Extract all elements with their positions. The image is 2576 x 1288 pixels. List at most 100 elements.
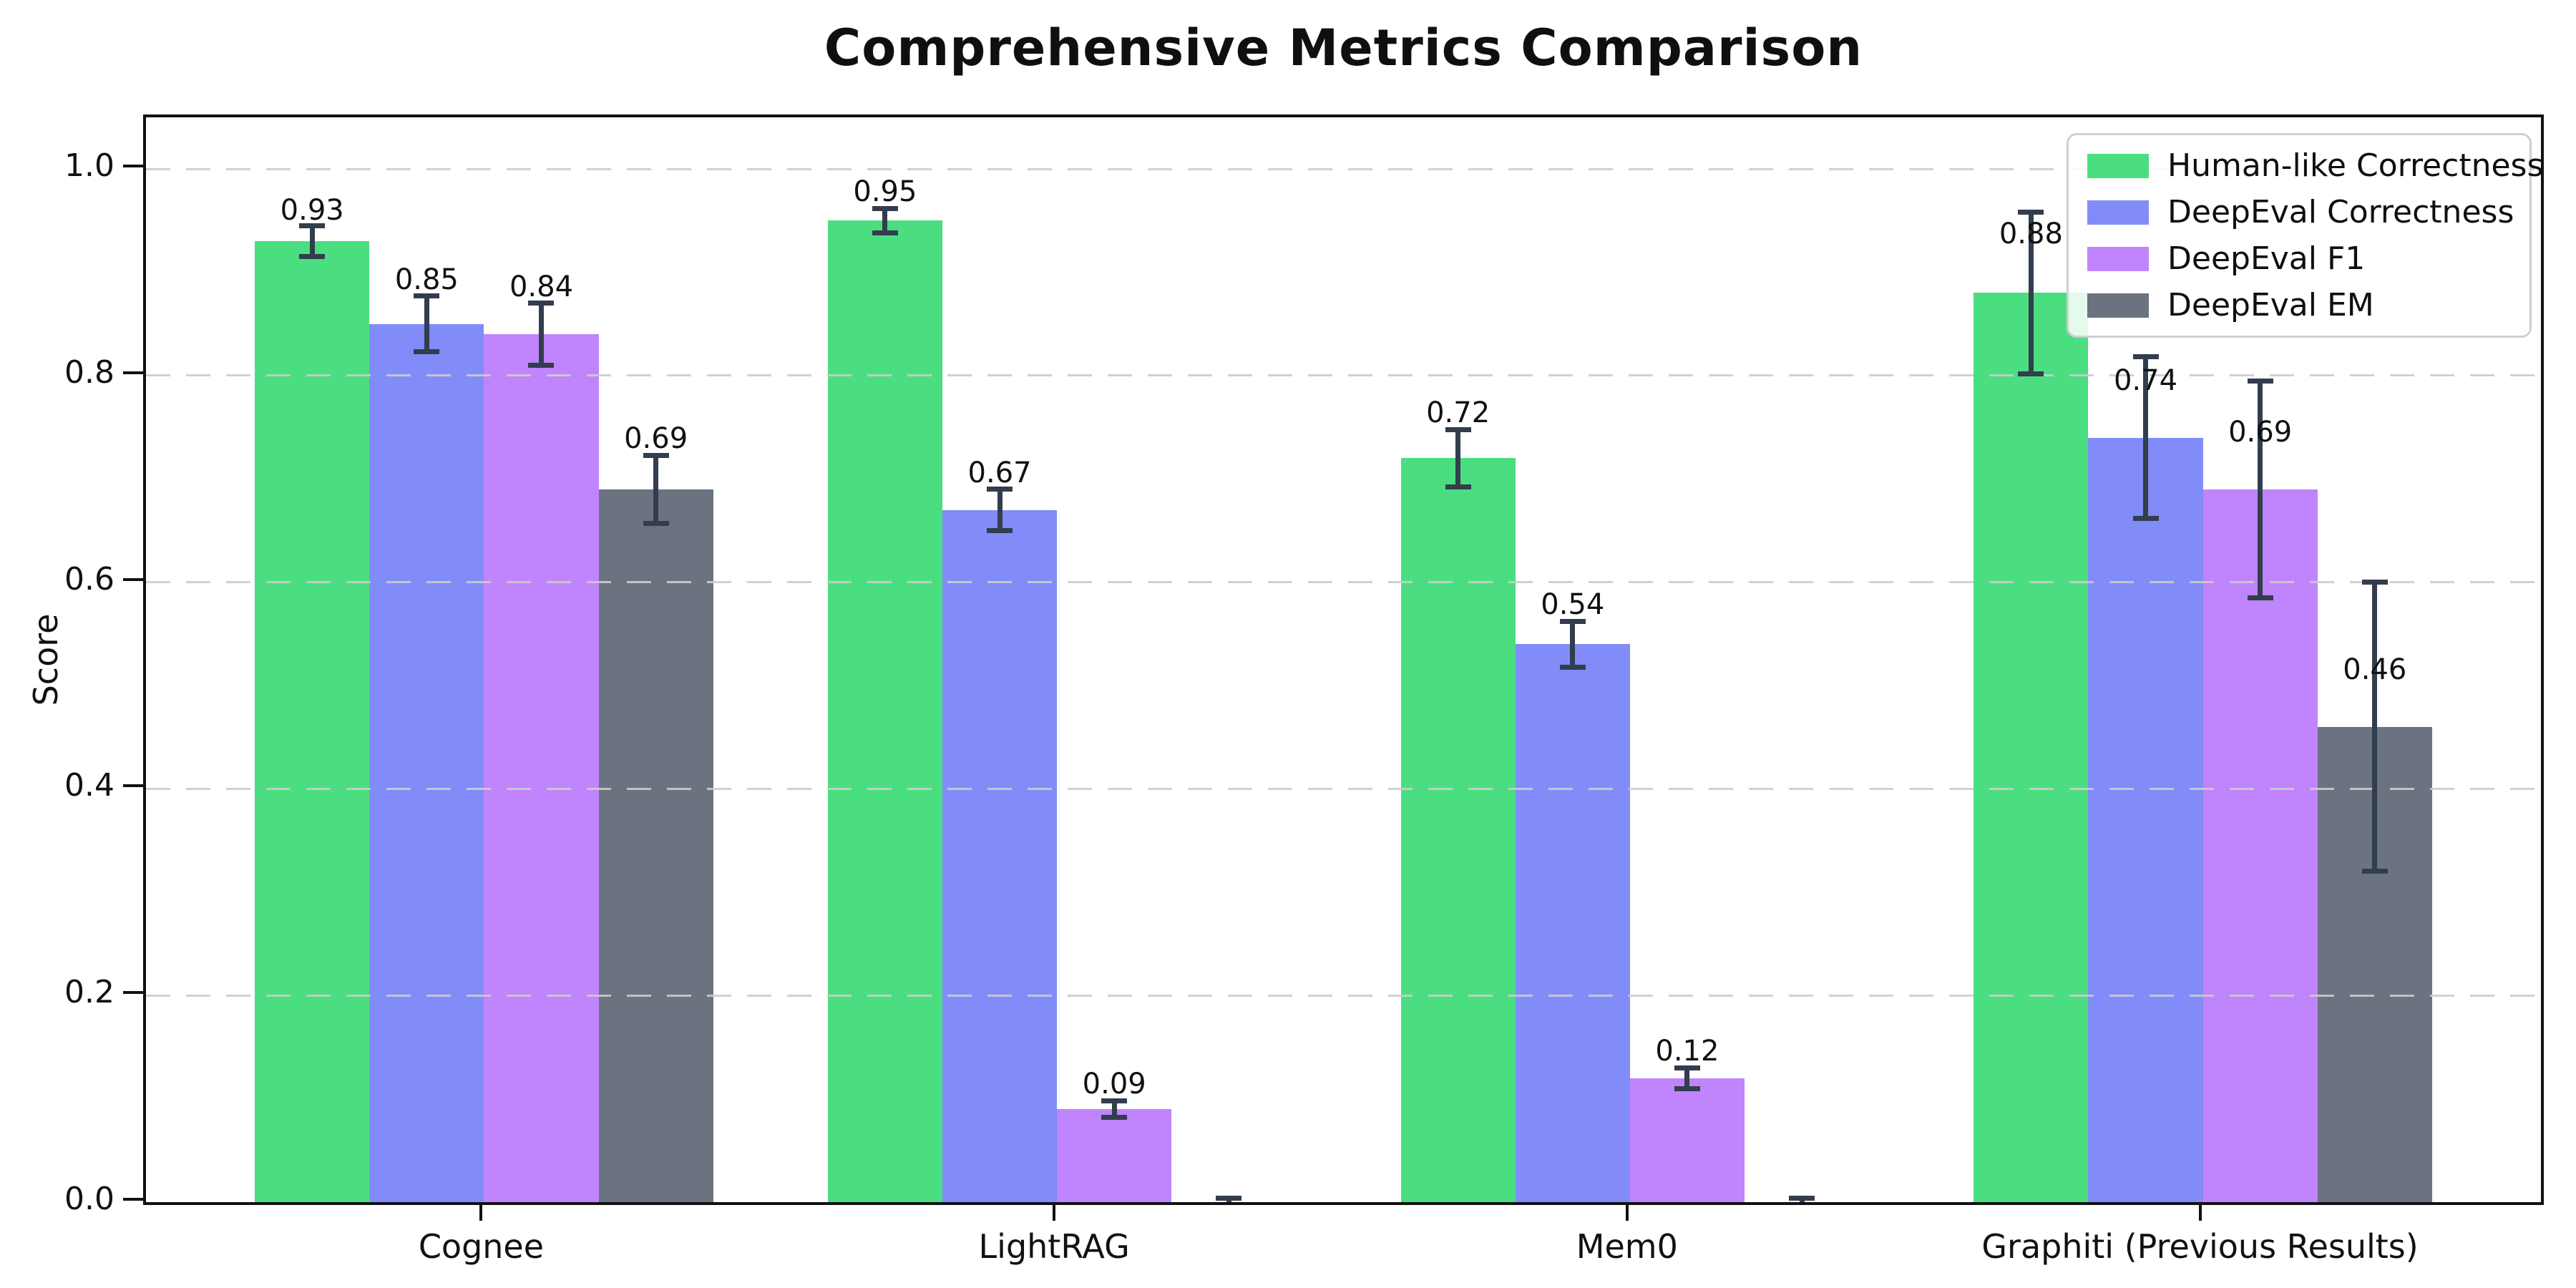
error-bar-line xyxy=(309,225,315,257)
bar-value-label: 0.09 xyxy=(1082,1068,1146,1101)
bar-deepeval-f1-lightrag xyxy=(1057,1109,1172,1202)
error-bar-cap-bottom xyxy=(2132,515,2159,521)
bar-human-like-correctness-graphiti-previous-results- xyxy=(1974,293,2089,1202)
legend-item-deepeval-correctness: DeepEval Correctness xyxy=(2069,194,2529,230)
bar-deepeval-correctness-cognee xyxy=(369,323,484,1202)
error-bar-cap-top xyxy=(2132,354,2159,360)
y-axis-label: Score xyxy=(26,613,65,706)
legend-label: DeepEval EM xyxy=(2167,287,2374,323)
error-bar-cap-bottom xyxy=(2247,595,2273,600)
error-bar-cap-top xyxy=(1445,426,1471,432)
y-tick-mark xyxy=(123,371,143,374)
bar-value-label: 0.72 xyxy=(1426,396,1491,429)
legend: Human-like Correctness DeepEval Correctne… xyxy=(2067,133,2543,338)
error-bar-cap-bottom xyxy=(1101,1115,1128,1121)
bar-human-like-correctness-lightrag xyxy=(827,220,942,1202)
error-bar-cap-top xyxy=(2018,210,2044,215)
error-bar-cap-bottom xyxy=(528,363,555,368)
error-bar-cap-bottom xyxy=(1789,1204,1815,1205)
bar-value-label: 0.69 xyxy=(624,422,688,456)
error-bar-line xyxy=(1684,1068,1690,1089)
x-tick-mark xyxy=(2198,1205,2202,1221)
bar-deepeval-f1-cognee xyxy=(484,334,599,1202)
bar-value-label: 0.67 xyxy=(967,456,1032,489)
y-tick-mark xyxy=(123,577,143,581)
error-bar-line xyxy=(2372,582,2378,872)
error-bar-cap-top xyxy=(2247,378,2273,384)
y-tick-label: 0.6 xyxy=(64,560,114,597)
bar-value-label: 0.54 xyxy=(1541,588,1605,622)
bar-deepeval-correctness-graphiti-previous-results- xyxy=(2088,437,2203,1202)
legend-swatch xyxy=(2087,153,2149,178)
legend-item-deepeval-em: DeepEval EM xyxy=(2069,287,2529,323)
error-bar-cap-bottom xyxy=(2018,371,2044,376)
error-bars-layer xyxy=(146,117,2541,1202)
error-bar-cap-top xyxy=(1101,1098,1128,1103)
error-bar-line xyxy=(997,489,1002,531)
legend-swatch xyxy=(2087,246,2149,271)
error-bar-line xyxy=(882,208,888,233)
legend-swatch xyxy=(2087,200,2149,225)
x-tick-mark xyxy=(1053,1205,1056,1221)
error-bar-cap-top xyxy=(414,293,440,299)
error-bar-line xyxy=(1111,1101,1117,1118)
error-bar-cap-bottom xyxy=(414,349,440,355)
bar-value-label: 0.46 xyxy=(2343,653,2407,687)
error-bar-cap-bottom xyxy=(987,528,1013,534)
x-tick-label-mem0: Mem0 xyxy=(1576,1227,1678,1266)
bar-deepeval-correctness-mem0 xyxy=(1515,644,1630,1202)
bar-deepeval-em-cognee xyxy=(598,489,713,1202)
y-tick-label: 1.0 xyxy=(64,147,114,185)
error-bar-cap-top xyxy=(643,452,669,458)
x-tick-mark xyxy=(1625,1205,1629,1221)
x-tick-label-graphiti-previous-results-: Graphiti (Previous Results) xyxy=(1981,1227,2419,1266)
bar-deepeval-f1-mem0 xyxy=(1629,1078,1745,1202)
bar-value-label: 0.95 xyxy=(853,175,917,208)
error-bar-cap-bottom xyxy=(2361,869,2388,874)
bar-deepeval-f1-graphiti-previous-results- xyxy=(2202,489,2318,1202)
error-bar-line xyxy=(653,455,659,524)
y-tick-label: 0.8 xyxy=(64,353,114,391)
bar-value-label: 0.88 xyxy=(1999,218,2063,251)
error-bar-line xyxy=(2028,212,2034,374)
error-bar-cap-bottom xyxy=(643,520,669,526)
error-bar-cap-top xyxy=(299,223,326,229)
error-bar-cap-top xyxy=(1216,1195,1242,1201)
x-tick-mark xyxy=(479,1205,483,1221)
error-bar-cap-bottom xyxy=(1674,1085,1700,1091)
error-bar-cap-top xyxy=(1789,1195,1815,1201)
error-bar-cap-top xyxy=(1674,1065,1700,1070)
bar-value-label: 0.12 xyxy=(1655,1035,1719,1068)
legend-label: DeepEval Correctness xyxy=(2167,194,2514,230)
bar-value-label: 0.93 xyxy=(280,193,344,227)
legend-item-human-like-correctness: Human-like Correctness xyxy=(2069,147,2543,184)
error-bar-cap-top xyxy=(528,301,555,306)
error-bar-line xyxy=(2258,381,2263,598)
error-bar-line xyxy=(424,296,429,352)
x-tick-label-lightrag: LightRAG xyxy=(978,1227,1130,1266)
error-bar-cap-bottom xyxy=(299,254,326,260)
legend-label: DeepEval F1 xyxy=(2167,240,2366,277)
error-bar-cap-top xyxy=(987,487,1013,492)
y-tick-mark xyxy=(123,784,143,788)
legend-label: Human-like Correctness xyxy=(2167,147,2544,184)
error-bar-cap-bottom xyxy=(1216,1204,1241,1205)
legend-swatch xyxy=(2087,293,2149,318)
error-bar-cap-top xyxy=(1559,619,1586,625)
y-tick-mark xyxy=(123,1198,143,1201)
error-bar-line xyxy=(1570,621,1576,668)
y-tick-mark xyxy=(123,991,143,995)
bar-deepeval-correctness-lightrag xyxy=(942,509,1058,1202)
y-tick-label: 0.0 xyxy=(64,1181,114,1217)
bar-value-label: 0.74 xyxy=(2113,364,2178,398)
legend-item-deepeval-f1: DeepEval F1 xyxy=(2069,240,2529,277)
error-bar-line xyxy=(2143,356,2148,519)
bar-value-label: 0.85 xyxy=(394,263,459,296)
value-labels-layer: 0.93 0.95 0.72 0.88 0.85 0.67 0.54 0.74 0.84 0.09… xyxy=(146,117,2541,1202)
error-bar-line xyxy=(538,303,544,366)
bar-value-label: 0.84 xyxy=(509,270,574,303)
y-tick-label: 0.4 xyxy=(64,767,114,804)
bar-value-label: 0.69 xyxy=(2228,416,2293,449)
error-bar-cap-top xyxy=(872,205,898,211)
